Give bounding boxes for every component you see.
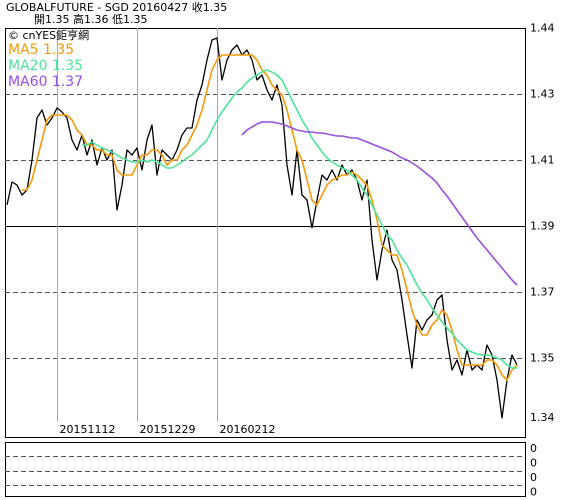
legend-entry: MA60 1.37 [8, 74, 83, 90]
y-tick-label: 1.39 [530, 220, 555, 233]
y-tick-label: 1.37 [530, 286, 555, 299]
x-tick-label: 20160212 [220, 423, 276, 436]
indicator-tick-label: 0 [530, 486, 537, 499]
watermark: © cnYES鉅亨網 [8, 28, 89, 42]
legend-entry: MA5 1.35 [8, 42, 74, 58]
y-tick-label: 1.44 [530, 22, 555, 35]
indicator-tick-label: 0 [530, 471, 537, 484]
series-line [6, 37, 518, 419]
plot: 1.44 1.43 1.41 1.39 1.37 1.35 20151112 20151229… [5, 22, 555, 436]
series-line [82, 69, 517, 369]
indicator-tick-label: 0 [530, 457, 537, 470]
header-line1: GLOBALFUTURE - SGD 20160427 收1.35 [6, 0, 227, 14]
indicator-panel-frame [5, 442, 526, 497]
x-tick-label: 20151112 [60, 423, 116, 436]
legend-entry: MA20 1.35 [8, 58, 83, 74]
y-tick-label: 1.41 [530, 154, 555, 167]
y-min-label: 1.34 [530, 411, 555, 424]
y-tick-label: 1.35 [530, 352, 555, 365]
header-line2: 開1.35 高1.36 低1.35 [34, 12, 147, 26]
series-line [241, 121, 518, 286]
main-panel-frame [5, 28, 526, 438]
series-line [22, 54, 518, 381]
indicator-tick-label: 0 [530, 442, 537, 455]
y-tick-label: 1.43 [530, 88, 555, 101]
x-tick-label: 20151229 [140, 423, 196, 436]
